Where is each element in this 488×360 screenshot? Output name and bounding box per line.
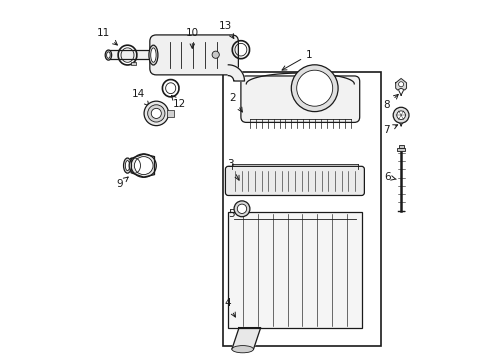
Bar [396,148,405,151]
Circle shape [234,201,249,217]
Text: 7: 7 [383,125,397,135]
Text: 11: 11 [97,28,117,45]
FancyBboxPatch shape [225,166,364,195]
Text: 4: 4 [224,298,235,317]
Polygon shape [231,328,260,349]
Ellipse shape [106,52,110,58]
Ellipse shape [134,157,153,175]
Bar [131,62,136,65]
Ellipse shape [105,50,111,60]
Circle shape [296,70,332,106]
Ellipse shape [131,154,156,177]
Text: 1: 1 [282,50,312,70]
FancyBboxPatch shape [241,76,359,122]
Ellipse shape [150,48,156,62]
Ellipse shape [144,101,168,126]
Circle shape [212,51,219,58]
Ellipse shape [147,105,164,122]
Text: 14: 14 [132,89,149,106]
Circle shape [392,107,408,123]
Circle shape [237,204,246,213]
Polygon shape [131,154,154,177]
Text: 10: 10 [185,28,199,48]
Bar [228,212,361,328]
Text: 13: 13 [219,21,233,39]
Circle shape [396,111,405,120]
Ellipse shape [149,45,158,65]
Text: 2: 2 [229,93,242,112]
Ellipse shape [231,346,253,353]
Circle shape [398,82,403,87]
Bar [398,145,403,148]
FancyBboxPatch shape [149,35,238,75]
Bar [167,110,173,117]
Polygon shape [228,65,244,81]
Text: 9: 9 [116,177,128,189]
Text: 6: 6 [383,172,395,182]
Circle shape [291,65,337,112]
Bar [223,72,381,346]
Bar [107,50,156,59]
Text: 3: 3 [227,159,239,180]
Text: 8: 8 [383,94,397,110]
Ellipse shape [123,158,131,173]
Text: 5: 5 [228,209,241,219]
Polygon shape [395,78,406,90]
Ellipse shape [125,161,129,171]
Text: 12: 12 [171,95,185,109]
Ellipse shape [151,108,161,118]
